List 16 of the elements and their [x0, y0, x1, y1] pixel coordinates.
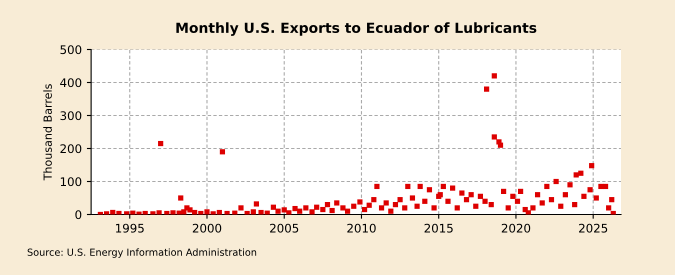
y-tick-label: 100 [60, 177, 82, 186]
x-tick-label: 1995 [116, 224, 144, 233]
y-tick-label: 500 [60, 45, 82, 54]
x-tick-label: 2010 [347, 224, 376, 233]
y-tick-label: 200 [60, 144, 82, 154]
y-tick-label: 400 [60, 78, 82, 88]
source-note: Source: U.S. Energy Information Administration [28, 248, 256, 258]
y-tick-label: 0 [75, 210, 82, 220]
x-tick-label: 2020 [502, 224, 530, 233]
y-axis-title: Thousand Barrels [43, 84, 52, 180]
x-tick-label: 2015 [424, 224, 453, 233]
y-tick-label: 300 [60, 111, 82, 120]
chart-title: Monthly U.S. Exports to Ecuador of Lubricants [176, 22, 536, 36]
x-tick-label: 2000 [192, 224, 222, 233]
x-tick-label: 2005 [270, 224, 298, 233]
x-tick-label: 2025 [579, 224, 608, 233]
